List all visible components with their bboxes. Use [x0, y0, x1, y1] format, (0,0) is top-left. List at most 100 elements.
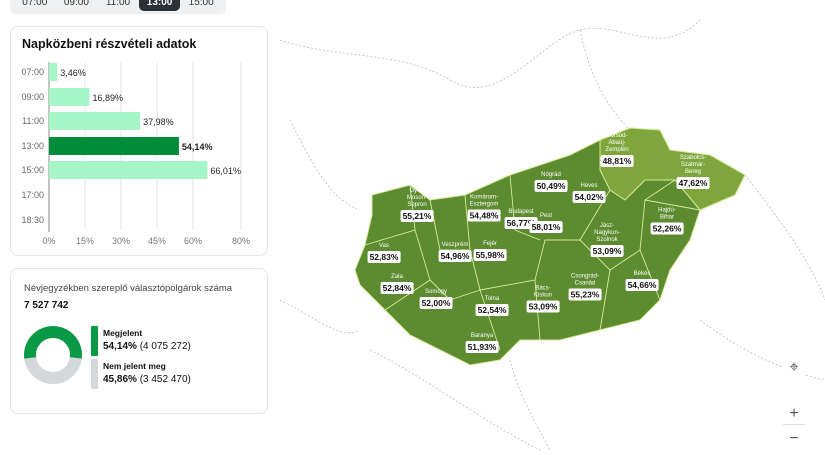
county-name: Bács- Kiskun: [533, 285, 552, 299]
x-tick-label: 60%: [184, 236, 202, 246]
donut-slice-0: [24, 326, 82, 359]
county-label[interactable]: Heves 54,02%: [572, 183, 606, 203]
bar-value-label: 54,14%: [182, 142, 213, 152]
legend-label: Nem jelent meg: [103, 361, 166, 371]
x-tick-label: 80%: [232, 236, 250, 246]
county-name: Hajdú- Bihar: [658, 207, 676, 221]
time-tabs: 07:00 09:00 11:00 13:00 15:00: [10, 0, 226, 14]
zoom-out-button[interactable]: −: [783, 428, 805, 450]
legend-count: (3 452 470): [139, 374, 191, 385]
county-name: Heves: [580, 183, 598, 189]
county-turnout: 58,01%: [529, 221, 563, 233]
county-label[interactable]: Bács- Kiskun 53,09%: [526, 285, 560, 313]
county-name: Borsod- Abaúj- Zemplén: [605, 133, 629, 153]
county-name: Baranya: [470, 333, 494, 339]
bar-15:00[interactable]: [49, 161, 208, 179]
county-name: Békés: [633, 271, 651, 277]
county-name: Csongrád- Csanád: [570, 273, 599, 287]
recenter-button[interactable]: ⌖: [783, 357, 805, 379]
county-label[interactable]: Veszprém 54,96%: [438, 242, 472, 262]
bar-07:00[interactable]: [49, 63, 58, 81]
tab-1100[interactable]: 11:00: [105, 0, 131, 8]
tab-0700[interactable]: 07:00: [22, 0, 48, 8]
county-name: Nógrád: [541, 172, 561, 178]
county-name: Pest: [539, 213, 552, 219]
county-label[interactable]: Komárom- Esztergom 54,48%: [467, 194, 501, 222]
county-label[interactable]: Békés 54,66%: [625, 271, 659, 291]
legend-label: Megjelent: [103, 328, 143, 338]
legend-count: (4 075 272): [139, 341, 191, 352]
x-tick-label: 15%: [76, 236, 94, 246]
bar-value-label: 3,46%: [60, 68, 86, 78]
y-tick-label: 13:00: [21, 141, 44, 151]
legend-percent: 54,14%: [103, 341, 137, 352]
county-name: Jász- Nagykun- Szolnok: [594, 223, 620, 243]
county-turnout: 54,48%: [467, 209, 501, 222]
county-name: Győr- Moson- Sopron: [406, 188, 427, 208]
county-name: Komárom- Esztergom: [469, 194, 499, 208]
y-tick-label: 18:30: [21, 215, 44, 225]
x-tick-label: 45%: [148, 236, 166, 246]
legend-voted: Megjelent 54,14% (4 075 272): [91, 326, 261, 358]
bar-value-label: 16,89%: [93, 93, 124, 103]
county-label[interactable]: Somogy 52,00%: [419, 289, 453, 309]
county-turnout: 54,66%: [625, 279, 659, 291]
county-label[interactable]: Csongrád- Csanád 55,23%: [568, 273, 602, 301]
county-label[interactable]: Győr- Moson- Sopron 55,21%: [400, 188, 434, 222]
county-turnout: 52,83%: [367, 251, 401, 263]
county-name: Fejér: [483, 241, 497, 247]
county-turnout: 53,09%: [526, 300, 560, 313]
county-name: Zala: [391, 274, 403, 280]
voters-card: Névjegyzékben szereplő választópolgárok …: [10, 268, 268, 414]
donut-slice-1: [24, 356, 82, 384]
hungary-main: [354, 127, 746, 366]
y-tick-label: 15:00: [21, 165, 44, 175]
county-label[interactable]: Budapest 56,77%: [504, 209, 538, 229]
map-canvas[interactable]: [279, 0, 825, 451]
bar-09:00[interactable]: [49, 88, 90, 106]
y-tick-label: 07:00: [21, 67, 44, 77]
legend-swatch: [91, 359, 98, 389]
y-tick-label: 09:00: [21, 92, 44, 102]
county-turnout: 51,93%: [465, 341, 499, 353]
county-name: Budapest: [508, 209, 534, 215]
county-label[interactable]: Pest 58,01%: [529, 213, 563, 233]
bar-13:00[interactable]: [49, 137, 179, 155]
county-label[interactable]: Vas 52,83%: [367, 243, 401, 263]
x-tick-label: 30%: [112, 236, 130, 246]
county-turnout: 56,77%: [504, 217, 538, 229]
tab-1500[interactable]: 15:00: [188, 0, 214, 8]
county-turnout: 53,09%: [590, 245, 624, 257]
bar-value-label: 37,98%: [143, 117, 174, 127]
county-turnout: 55,21%: [400, 210, 434, 222]
county-label[interactable]: Baranya 51,93%: [465, 333, 499, 353]
county-label[interactable]: Borsod- Abaúj- Zemplén 48,81%: [600, 133, 634, 167]
y-tick-label: 17:00: [21, 190, 44, 200]
tab-0900[interactable]: 09:00: [63, 0, 89, 8]
county-label[interactable]: Hajdú- Bihar 52,26%: [650, 207, 684, 235]
legend-not-voted: Nem jelent meg 45,86% (3 452 470): [91, 359, 261, 391]
county-label[interactable]: Nógrád 50,49%: [534, 172, 568, 192]
county-label[interactable]: Tolna 52,54%: [475, 296, 509, 316]
tab-1300[interactable]: 13:00: [138, 0, 181, 11]
county-map[interactable]: [279, 0, 825, 451]
county-turnout: 52,54%: [475, 304, 509, 316]
voters-subtitle: Névjegyzékben szereplő választópolgárok …: [24, 283, 233, 294]
zoom-in-button[interactable]: +: [783, 403, 805, 425]
bar-value-label: 66,01%: [210, 166, 241, 176]
county-turnout: 55,23%: [568, 288, 602, 301]
county-label[interactable]: Fejér 55,98%: [473, 241, 507, 261]
county-name: Tolna: [484, 296, 500, 302]
county-turnout: 54,96%: [438, 250, 472, 262]
y-tick-label: 11:00: [22, 116, 44, 126]
county-turnout: 47,62%: [676, 177, 710, 189]
turnout-bar-chart: 0% 15% 30% 45% 60% 80% 07:00 3,46% 09:00 16,89% 11…: [21, 62, 250, 246]
county-label[interactable]: Zala 52,84%: [380, 274, 414, 294]
county-turnout: 52,26%: [650, 222, 684, 235]
bar-11:00[interactable]: [49, 112, 141, 130]
county-turnout: 50,49%: [534, 180, 568, 192]
county-label[interactable]: Jász- Nagykun- Szolnok 53,09%: [590, 223, 624, 257]
county-label[interactable]: Szabolcs- Szatmár- Bereg 47,62%: [676, 155, 710, 189]
county-name: Vas: [379, 243, 389, 249]
county-turnout: 55,98%: [473, 249, 507, 261]
